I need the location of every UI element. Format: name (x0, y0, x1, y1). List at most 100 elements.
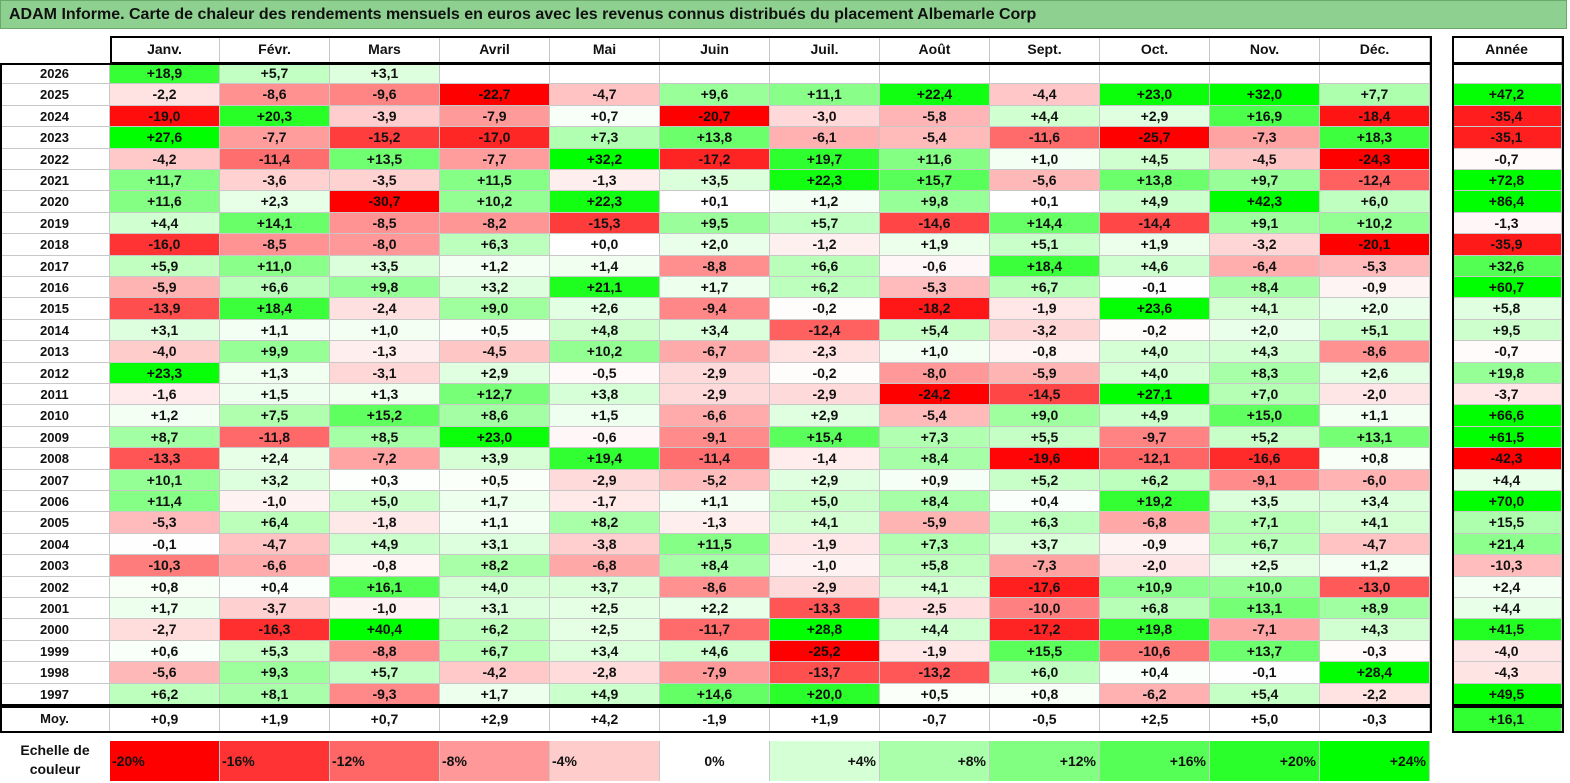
heatmap-cell: -0,2 (770, 298, 880, 320)
heatmap-cell: +16,9 (1210, 105, 1320, 128)
heatmap-cell: +6,4 (220, 512, 330, 534)
average-label: Moy. (0, 706, 110, 732)
heatmap-cell: -12,4 (770, 319, 880, 342)
heatmap-cell: +2,6 (550, 298, 660, 320)
heatmap-cell: +32,2 (550, 148, 660, 170)
heatmap-cell: +5,2 (1210, 426, 1320, 449)
heatmap-cell: +18,9 (110, 63, 220, 85)
heatmap-cell: -0,9 (1320, 277, 1430, 299)
heatmap-cell: +4,1 (770, 512, 880, 534)
average-cell: -0,7 (880, 706, 990, 732)
annual-cell: -35,1 (1452, 127, 1562, 149)
annual-cell: +66,6 (1452, 405, 1562, 427)
heatmap-cell: +4,4 (110, 212, 220, 235)
heatmap-cell: -11,6 (990, 127, 1100, 149)
annual-cell: -0,7 (1452, 148, 1562, 170)
annual-cell: +72,8 (1452, 170, 1562, 192)
heatmap-cell: +0,0 (550, 234, 660, 256)
heatmap-cell: -18,4 (1320, 105, 1430, 128)
heatmap-cell: -4,7 (220, 533, 330, 556)
heatmap-cell: +13,7 (1210, 640, 1320, 663)
heatmap-cell: -2,9 (550, 469, 660, 491)
month-header-5: Mai (550, 36, 660, 63)
annual-cell: +60,7 (1452, 277, 1562, 299)
heatmap-cell: +13,5 (330, 148, 440, 170)
heatmap-cell: +1,3 (220, 362, 330, 384)
heatmap-cell: +42,3 (1210, 191, 1320, 213)
heatmap-cell: +2,0 (660, 234, 770, 256)
year-label: 2026 (0, 63, 110, 85)
year-label: 2014 (0, 319, 110, 342)
heatmap-cell: -22,7 (440, 84, 550, 106)
average-annual-cell: +16,1 (1452, 706, 1562, 732)
scale-swatch: +12% (990, 741, 1100, 781)
month-header-2: Févr. (220, 36, 330, 63)
heatmap-cell: +4,0 (1100, 362, 1210, 384)
heatmap-cell: +1,2 (770, 191, 880, 213)
heatmap-cell: -5,2 (660, 469, 770, 491)
heatmap-cell: -25,2 (770, 640, 880, 663)
heatmap-cell: +4,5 (1100, 148, 1210, 170)
heatmap-cell: +28,8 (770, 619, 880, 641)
heatmap-cell: +5,0 (330, 491, 440, 513)
heatmap-cell: +8,4 (1210, 277, 1320, 299)
heatmap-cell: -1,8 (330, 512, 440, 534)
year-label: 2017 (0, 255, 110, 277)
heatmap-cell: +7,1 (1210, 512, 1320, 534)
heatmap-cell: +6,2 (110, 683, 220, 705)
heatmap-cell: -2,0 (1320, 384, 1430, 406)
heatmap-cell: +9,6 (660, 84, 770, 106)
heatmap-cell: +5,7 (330, 662, 440, 684)
heatmap-cell: -10,6 (1100, 640, 1210, 663)
year-label: 2005 (0, 512, 110, 534)
heatmap-cell: -3,6 (220, 170, 330, 192)
annual-cell: +4,4 (1452, 598, 1562, 620)
heatmap-cell: -15,2 (330, 127, 440, 149)
annual-cell: -4,3 (1452, 662, 1562, 684)
heatmap-cell (1100, 63, 1210, 85)
heatmap-cell: -0,2 (1100, 319, 1210, 342)
heatmap-cell: -1,9 (990, 298, 1100, 320)
heatmap-cell: +3,4 (550, 640, 660, 663)
month-header-12: Déc. (1320, 36, 1430, 63)
year-label: 2019 (0, 212, 110, 235)
heatmap-cell: -2,3 (770, 341, 880, 363)
heatmap-cell (1320, 63, 1430, 85)
heatmap-cell: -6,0 (1320, 469, 1430, 491)
heatmap-cell: +0,4 (220, 576, 330, 598)
month-header-4: Avril (440, 36, 550, 63)
heatmap-cell: +13,8 (660, 127, 770, 149)
heatmap-cell: -7,9 (440, 105, 550, 128)
scale-swatch: +20% (1210, 741, 1320, 781)
heatmap-cell: +4,9 (330, 533, 440, 556)
heatmap-cell: +2,5 (550, 598, 660, 620)
year-label: 2009 (0, 426, 110, 449)
heatmap-cell: +3,1 (110, 319, 220, 342)
heatmap-cell: +11,5 (440, 170, 550, 192)
heatmap-cell: +14,4 (990, 212, 1100, 235)
heatmap-cell: -5,6 (110, 662, 220, 684)
heatmap-cell: +20,3 (220, 105, 330, 128)
heatmap-cell: +0,4 (990, 491, 1100, 513)
heatmap-cell: +4,4 (990, 105, 1100, 128)
heatmap-cell: -6,6 (660, 405, 770, 427)
annual-cell: +86,4 (1452, 191, 1562, 213)
scale-swatch: -16% (220, 741, 330, 781)
heatmap-cell: +8,1 (220, 683, 330, 705)
average-cell: +0,7 (330, 706, 440, 732)
heatmap-cell: -2,9 (660, 362, 770, 384)
heatmap-cell: +11,6 (110, 191, 220, 213)
month-header-1: Janv. (110, 36, 220, 63)
heatmap-cell (990, 63, 1100, 85)
heatmap-cell: +2,9 (440, 362, 550, 384)
heatmap-cell: +19,8 (1100, 619, 1210, 641)
heatmap-cell: -0,1 (1210, 662, 1320, 684)
heatmap-cell: +0,5 (440, 469, 550, 491)
heatmap-cell (550, 63, 660, 85)
annual-cell: -42,3 (1452, 448, 1562, 470)
heatmap-cell: -3,1 (330, 362, 440, 384)
heatmap-cell: +9,8 (330, 277, 440, 299)
heatmap-cell: +1,7 (110, 598, 220, 620)
heatmap-cell: +5,9 (110, 255, 220, 277)
heatmap-cell: -2,8 (550, 662, 660, 684)
